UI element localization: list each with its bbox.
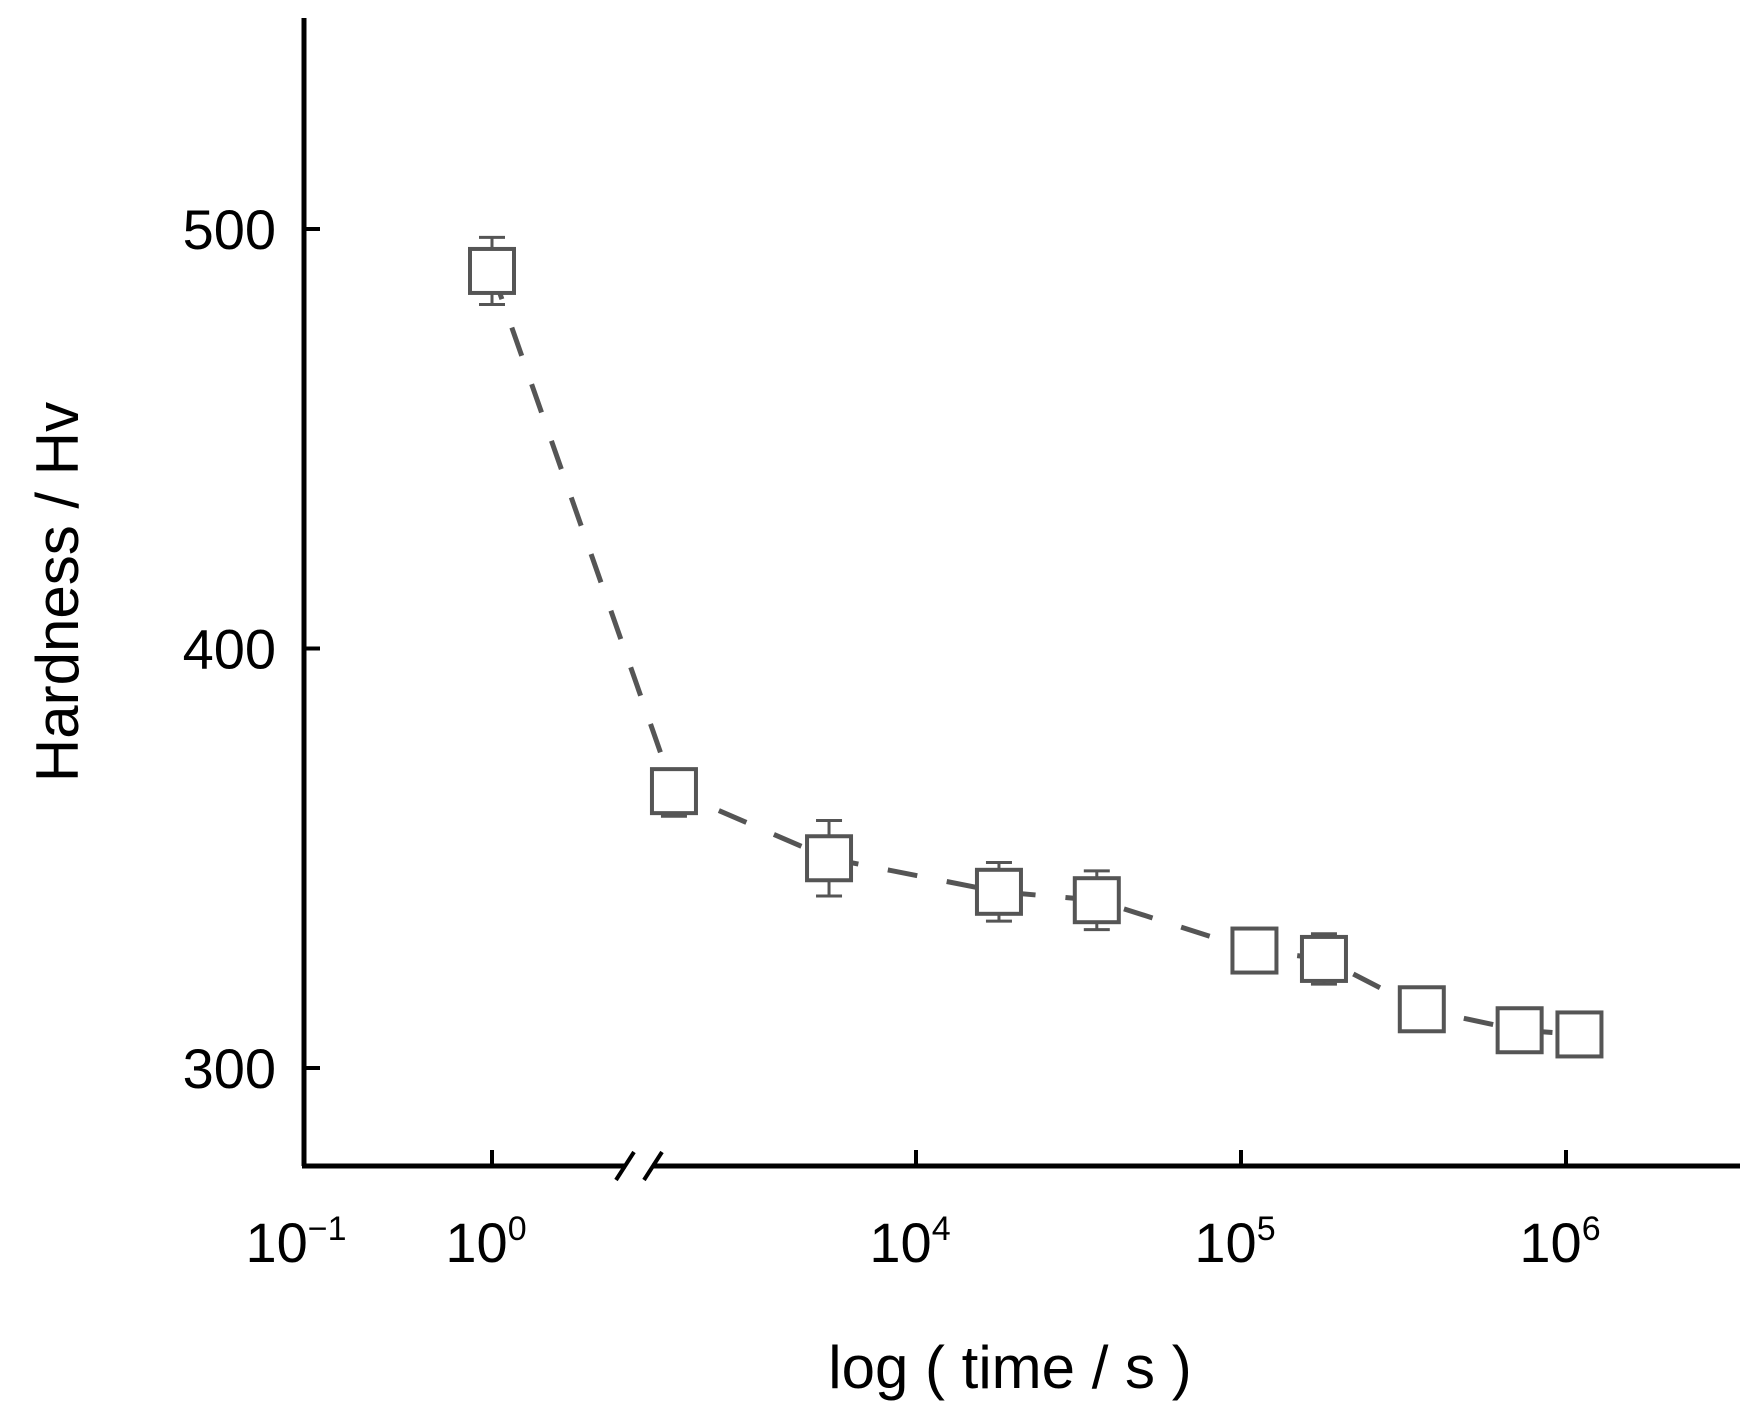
x-tick-label: 10−1 — [245, 1210, 346, 1274]
square-marker — [1495, 1006, 1544, 1055]
y-tick-label: 300 — [183, 1037, 276, 1100]
square-marker — [1230, 926, 1279, 975]
series-line — [489, 270, 1580, 1037]
data-point — [1397, 985, 1446, 1034]
data-point — [1230, 926, 1279, 975]
square-marker — [468, 246, 516, 295]
series-dashed-line — [489, 270, 1580, 1037]
plot-area — [301, 18, 1740, 1182]
y-tick-label: 400 — [183, 618, 276, 681]
axis-break-mark — [614, 1150, 664, 1182]
square-marker — [1397, 985, 1446, 1034]
x-tick-label: 100 — [445, 1210, 526, 1274]
data-point — [805, 818, 854, 898]
square-marker — [805, 834, 854, 883]
x-axis-ticks: 10−1 100 104 105 106 — [245, 1150, 1601, 1274]
x-tick-label: 104 — [869, 1210, 950, 1274]
square-marker — [1299, 934, 1348, 983]
x-axis-title: log ( time / s ) — [828, 1334, 1191, 1401]
data-point — [649, 767, 698, 818]
y-axis-title: Hardness / Hv — [24, 402, 91, 782]
data-point — [974, 860, 1023, 923]
y-axis-ticks: 300 400 500 — [183, 198, 320, 1100]
data-point — [468, 235, 516, 307]
x-tick-label: 105 — [1194, 1210, 1275, 1274]
series-markers — [468, 235, 1604, 1059]
square-marker — [974, 867, 1023, 916]
square-marker — [1072, 876, 1121, 925]
data-point — [1555, 1010, 1604, 1059]
square-marker — [1555, 1010, 1604, 1059]
square-marker — [649, 767, 698, 816]
y-tick-label: 500 — [183, 198, 276, 261]
data-point — [1299, 932, 1348, 986]
x-tick-label: 106 — [1519, 1210, 1600, 1274]
data-point — [1072, 869, 1121, 932]
data-point — [1495, 1006, 1544, 1055]
